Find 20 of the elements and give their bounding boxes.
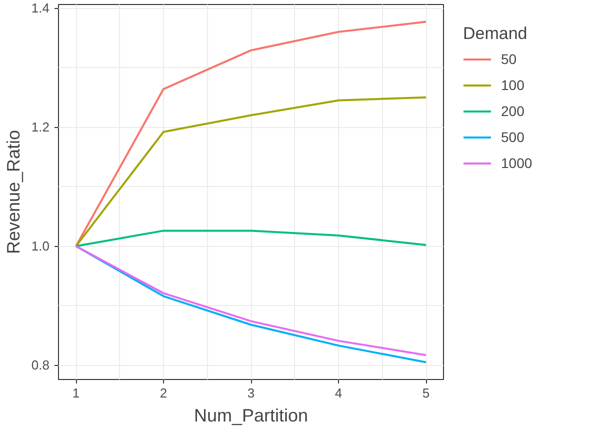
line-series <box>75 20 427 248</box>
legend-label: 200 <box>501 103 524 119</box>
x-tick-label: 1 <box>72 386 80 400</box>
x-tick-label: 3 <box>247 386 255 400</box>
x-tick-label: 4 <box>334 386 342 400</box>
y-axis-title: Revenue_Ratio <box>3 130 24 254</box>
legend-label: 100 <box>501 77 524 93</box>
x-tick-label: 2 <box>160 386 168 400</box>
y-tick-label: 1.2 <box>31 120 50 135</box>
y-tick-label: 1.0 <box>31 238 50 254</box>
x-tick-label: 5 <box>422 386 430 400</box>
line-series <box>75 96 427 248</box>
y-tick-label: 0.8 <box>31 358 50 373</box>
line-series <box>75 230 427 248</box>
legend-title: Demand <box>463 24 528 44</box>
legend-label: 50 <box>501 51 518 67</box>
x-axis-title: Num_Partition <box>194 406 308 426</box>
legend-label: 1000 <box>501 155 532 171</box>
legend-label: 500 <box>501 129 524 145</box>
y-tick-label: 1.4 <box>31 0 50 16</box>
